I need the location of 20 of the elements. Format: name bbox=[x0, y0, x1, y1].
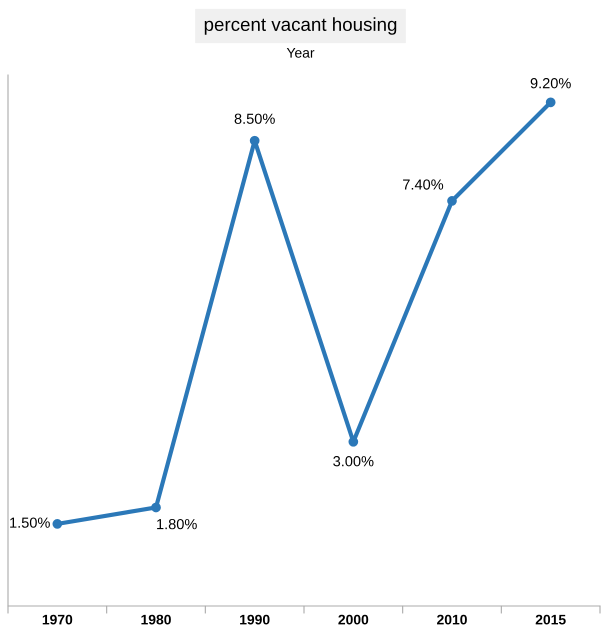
x-tick-label: 1990 bbox=[240, 614, 270, 625]
data-label: 9.20% bbox=[530, 78, 571, 88]
x-tick-label: 2000 bbox=[338, 614, 368, 625]
point bbox=[546, 98, 556, 108]
data-label: 8.50% bbox=[234, 114, 275, 124]
chart-title: percent vacant housing bbox=[204, 17, 396, 35]
point bbox=[151, 502, 161, 512]
point bbox=[447, 196, 457, 206]
x-tick-label: 1970 bbox=[42, 614, 72, 625]
x-axis-title: Year bbox=[286, 48, 314, 58]
point bbox=[250, 136, 260, 146]
data-label: 3.00% bbox=[333, 456, 374, 466]
data-label: 7.40% bbox=[403, 179, 444, 190]
data-label: 1.80% bbox=[157, 518, 197, 530]
x-tick-label: 2015 bbox=[536, 614, 566, 625]
x-tick-label: 1980 bbox=[141, 614, 171, 625]
x-tick-label: 2010 bbox=[437, 614, 467, 625]
point bbox=[348, 436, 358, 447]
point bbox=[52, 519, 62, 529]
data-label: 1.50% bbox=[10, 517, 50, 528]
